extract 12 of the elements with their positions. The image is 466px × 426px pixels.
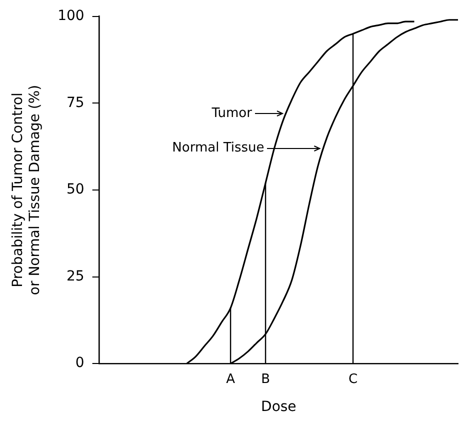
y-tick-label: 25: [66, 268, 84, 284]
x-axis-title: Dose: [261, 399, 296, 416]
x-tick-label: B: [261, 372, 270, 387]
legend-label: Normal Tissue: [172, 140, 264, 156]
y-tick-label: 75: [66, 94, 84, 111]
x-tick-label: C: [348, 372, 358, 387]
y-tick-label: 50: [66, 182, 84, 198]
y-tick-label: 0: [75, 355, 84, 372]
y-tick-label: 100: [58, 8, 84, 24]
x-tick-label: A: [226, 372, 236, 387]
y-axis-title: Probability of Tumor Control or Normal Tissue Damage (%): [10, 84, 43, 296]
legend-label: Tumor: [210, 106, 253, 121]
